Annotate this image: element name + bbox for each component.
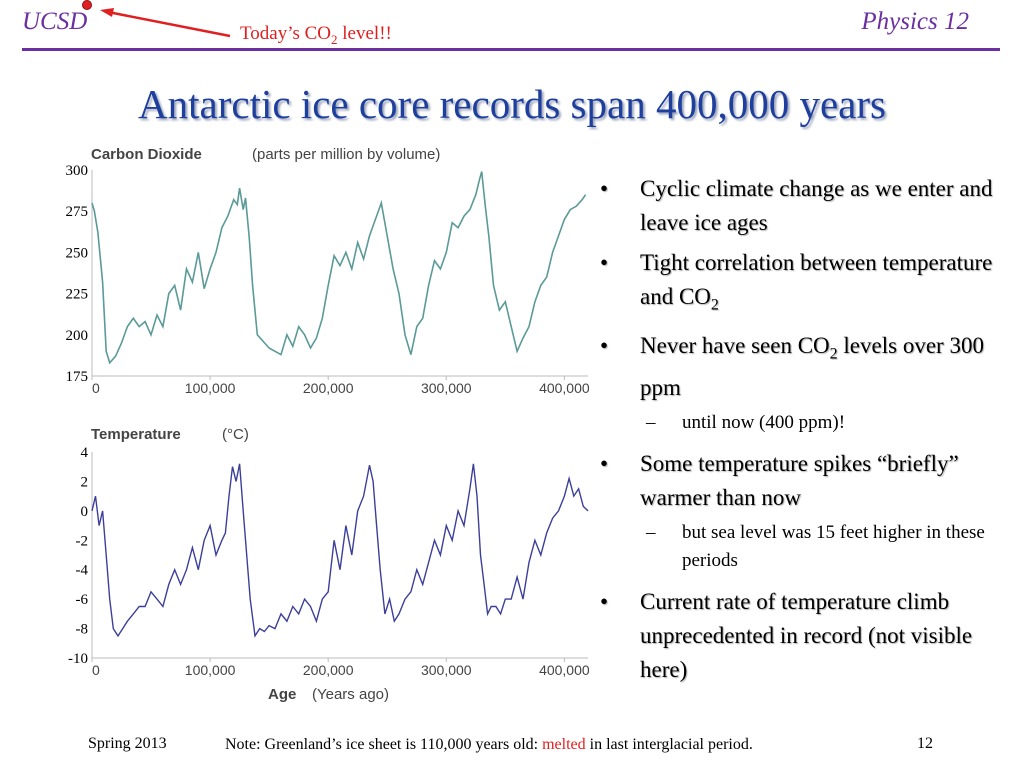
temp-y-tick-label: -10 — [68, 651, 88, 667]
temp-y-tick-label: 4 — [81, 445, 89, 461]
slide-title: Antarctic ice core records span 400,000 … — [138, 81, 886, 127]
co2-x-tick-label: 100,000 — [185, 380, 236, 396]
temp-y-tick-label: -8 — [76, 622, 89, 638]
header-left: UCSD — [22, 8, 88, 35]
header-divider — [22, 48, 1000, 51]
temp-x-tick-label: 200,000 — [303, 662, 354, 678]
co2-y-tick-label: 225 — [66, 287, 89, 303]
bullet-list: • Cyclic climate change as we enter and l… — [598, 172, 1024, 693]
bullet-5: • Current rate of temperature climb unpre… — [600, 589, 973, 683]
temp-x-tick-label: 100,000 — [185, 662, 236, 678]
co2-chart-subtitle: (parts per million by volume) — [252, 146, 440, 163]
callout-arrow-icon — [82, 0, 231, 38]
sub-bullet-3: – until now (400 ppm)! — [646, 412, 846, 434]
bullet-1: • Cyclic climate change as we enter and l… — [600, 176, 993, 235]
temp-x-tick-label: 300,000 — [421, 662, 472, 678]
footer-date: Spring 2013 — [88, 735, 167, 752]
co2-y-tick-label: 275 — [66, 204, 89, 220]
co2-y-tick-label: 200 — [66, 328, 89, 344]
callout-text: Today’s CO2 level!! — [240, 23, 392, 47]
co2-x-tick-label: 0 — [92, 380, 100, 396]
co2-series-line — [91, 171, 587, 365]
temp-x-tick-label: 400,000 — [539, 662, 590, 678]
temp-y-tick-label: -6 — [76, 592, 89, 608]
co2-y-tick-label: 175 — [66, 369, 89, 385]
temp-x-label: Age — [268, 686, 296, 703]
temp-y-tick-label: -2 — [76, 533, 89, 549]
co2-x-tick-label: 400,000 — [539, 380, 590, 396]
temp-x-tick-label: 0 — [92, 662, 100, 678]
temp-chart-subtitle: (°C) — [222, 426, 249, 443]
temp-y-tick-label: 0 — [81, 504, 89, 520]
temperature-series-line — [91, 463, 589, 638]
footer-note: Note: Greenland’s ice sheet is 110,000 y… — [225, 736, 753, 753]
temp-x-label-sub: (Years ago) — [312, 686, 389, 703]
page-number: 12 — [917, 735, 933, 752]
ice-core-charts: Carbon Dioxide (parts per million by vol… — [66, 140, 590, 705]
co2-x-tick-label: 300,000 — [421, 380, 472, 396]
co2-y-tick-label: 250 — [66, 245, 89, 261]
temp-y-tick-label: 2 — [81, 474, 89, 490]
temp-y-tick-label: -4 — [76, 563, 89, 579]
sub-bullet-4: – but sea level was 15 feet higher in the… — [646, 522, 985, 572]
header-right: Physics 12 — [861, 8, 969, 35]
co2-x-tick-label: 200,000 — [303, 380, 354, 396]
bullet-3: • Never have seen CO2 levels over 300 ppm — [600, 332, 984, 401]
co2-y-tick-label: 300 — [66, 163, 89, 179]
bullet-4: • Some temperature spikes “briefly” warme… — [600, 451, 959, 511]
co2-chart-title: Carbon Dioxide — [91, 146, 202, 163]
bullet-2: • Tight correlation between temperature a… — [600, 250, 993, 314]
temp-chart-title: Temperature — [91, 426, 181, 443]
